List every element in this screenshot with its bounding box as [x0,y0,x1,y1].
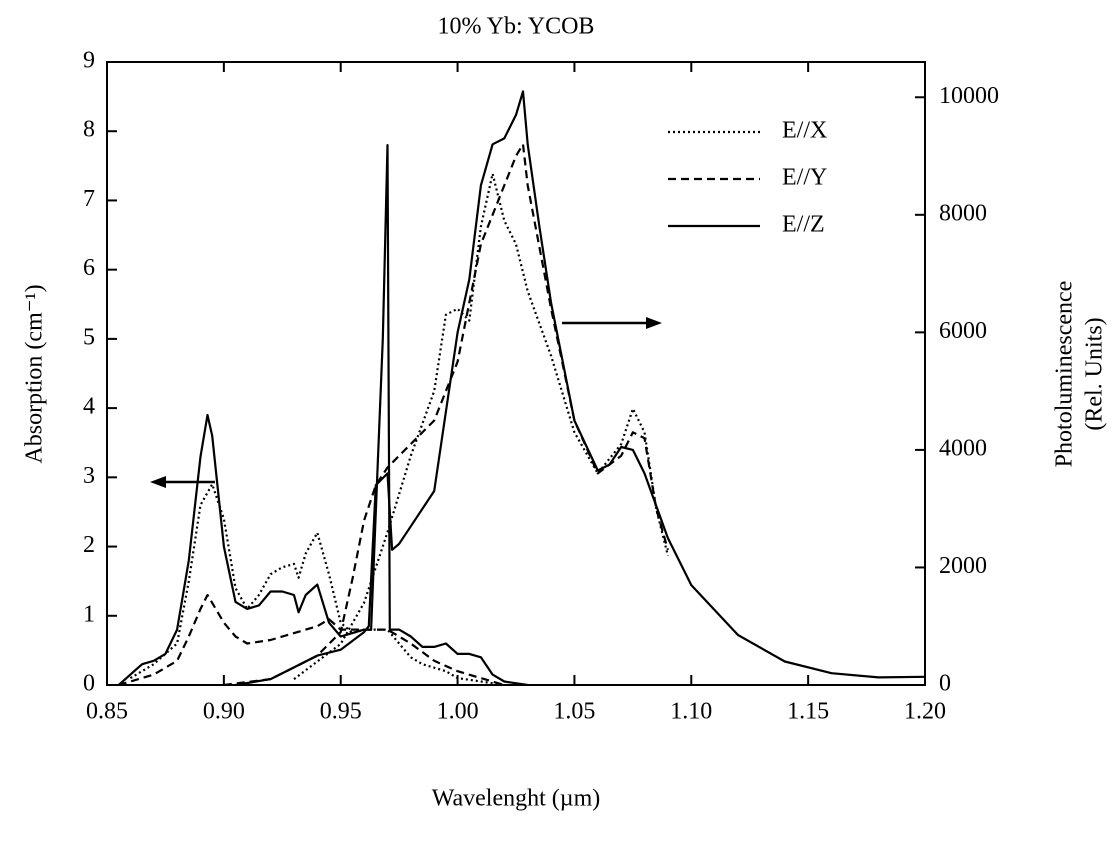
y2-tick-label: 4000 [939,435,987,461]
y-tick-label: 3 [83,463,95,489]
plot-frame [106,61,926,686]
y-tick-label: 5 [83,324,95,350]
y-axis-label: Absorption (cm⁻¹) [22,284,48,463]
y2-tick-label: 2000 [939,553,987,579]
y-tick-label: 4 [83,394,95,420]
y-tick-label: 9 [83,48,95,74]
y2-tick-label: 6000 [939,318,987,344]
x-tick-label: 1.10 [670,699,712,725]
y-tick-label: 1 [83,601,95,627]
y-tick-label: 0 [83,671,95,697]
x-tick-label: 0.90 [203,699,245,725]
y-tick-label: 6 [83,255,95,281]
x-tick-label: 1.05 [553,699,595,725]
x-tick-label: 0.95 [320,699,362,725]
legend-label: E//Y [782,165,827,191]
data-line [118,593,505,687]
x-tick-label: 1.20 [904,699,946,725]
y2-axis-label: Photoluminescence [1052,281,1078,468]
chart-title: 10% Yb: YCOB [438,14,595,40]
x-tick-label: 1.00 [437,699,479,725]
arrow-left [150,476,215,488]
x-tick-label: 1.15 [787,699,829,725]
y-tick-label: 8 [83,117,95,143]
data-line [223,143,669,687]
legend-label: E//Z [782,212,825,238]
data-line [129,483,505,687]
y2-tick-label: 8000 [939,200,987,226]
data-line [293,172,669,680]
data-line [117,144,528,687]
arrow-right [562,317,662,329]
legend-label: E//X [782,118,827,144]
y-tick-label: 7 [83,186,95,212]
x-axis-label: Wavelenght (µm) [432,786,601,812]
x-tick-label: 0.85 [86,699,128,725]
data-line [235,90,926,687]
y2-tick-label: 0 [939,671,951,697]
y2-tick-label: 10000 [939,83,999,109]
y2-axis-label: (Rel. Units) [1082,317,1108,430]
y-tick-label: 2 [83,532,95,558]
